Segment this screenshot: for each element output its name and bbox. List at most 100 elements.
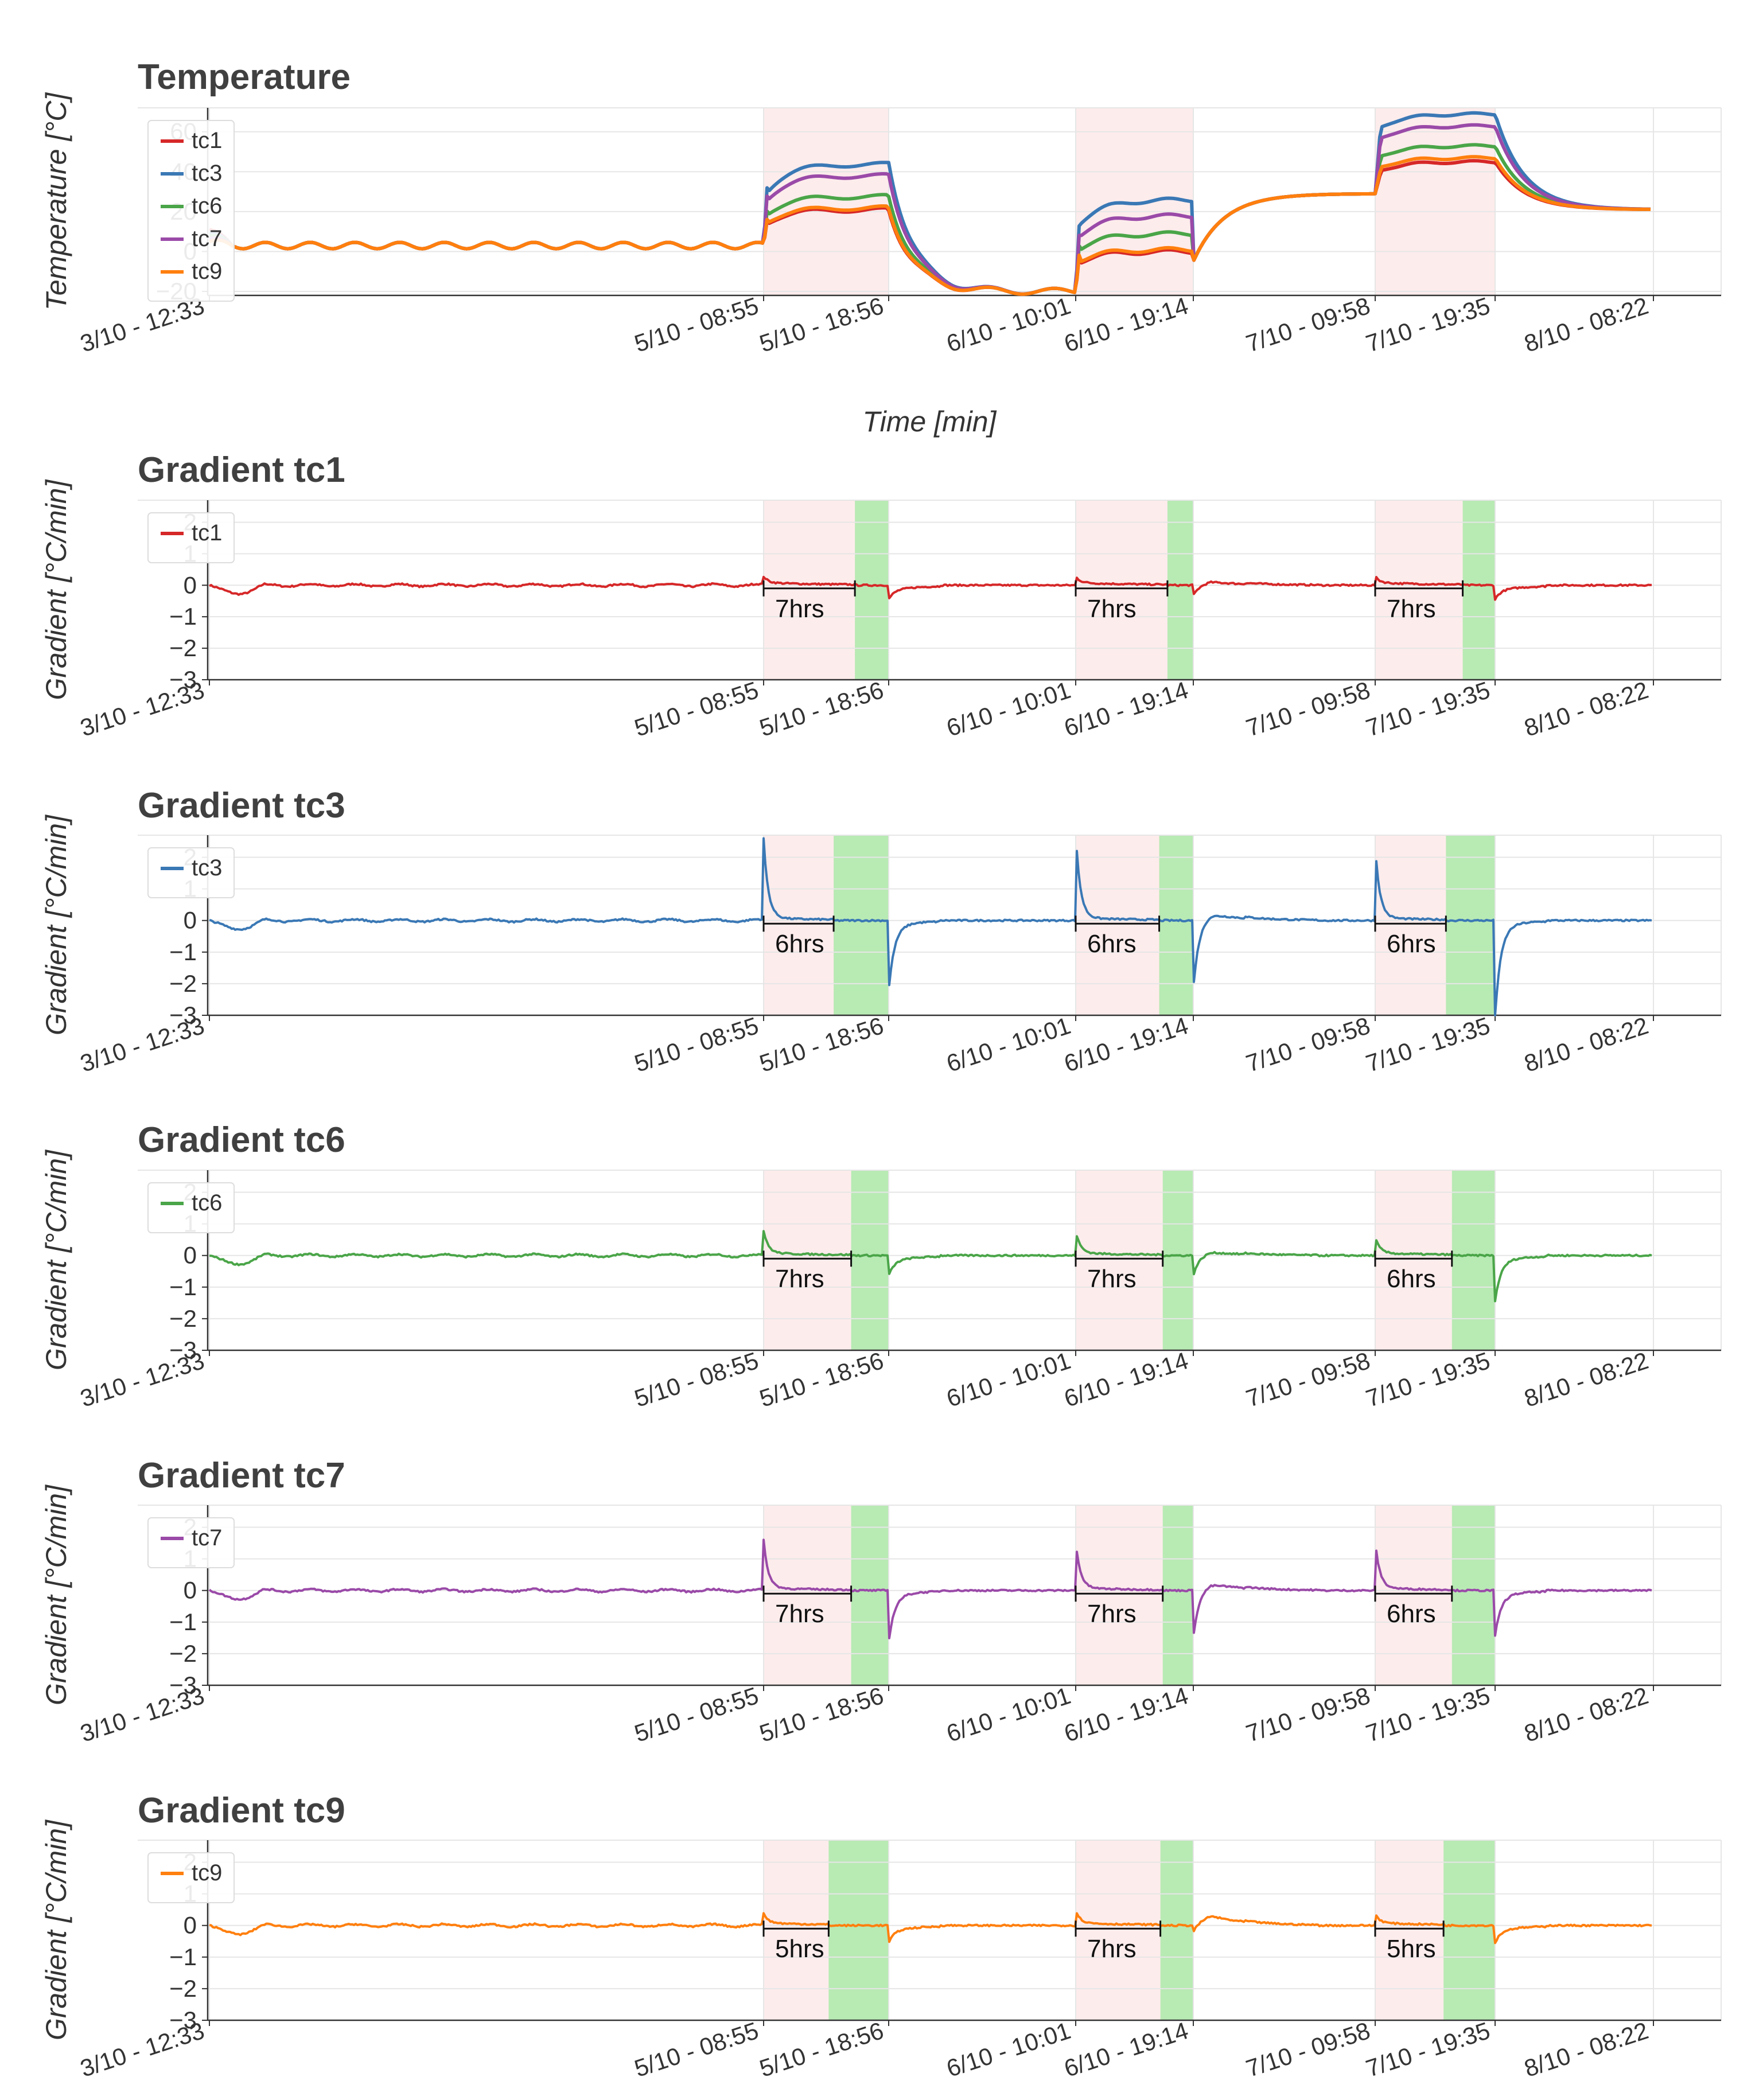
steady-region (1159, 835, 1193, 1015)
steady-region (1443, 1840, 1495, 2020)
series-line-tc1 (209, 575, 1652, 601)
panel-2: Gradient tc3−3−2−10123/10 - 12:335/10 - … (40, 786, 1722, 1077)
x-tick-label: 6/10 - 19:14 (1061, 676, 1192, 742)
y-tick-label: −1 (169, 603, 197, 630)
steady-region (828, 1840, 889, 2020)
steady-region (1167, 500, 1193, 680)
x-tick-label: 7/10 - 19:35 (1363, 676, 1493, 742)
legend-box (147, 1852, 235, 1903)
legend-label: tc1 (192, 128, 222, 153)
steady-region (1162, 1170, 1193, 1350)
x-tick-label: 7/10 - 09:58 (1243, 2017, 1373, 2082)
steady-region (1462, 500, 1495, 680)
x-tick-label: 6/10 - 10:01 (943, 676, 1074, 742)
y-tick-label: −3 (169, 1672, 197, 1698)
x-tick-label: 5/10 - 08:55 (631, 676, 762, 742)
y-tick-label: −1 (169, 938, 197, 965)
panel-title: Temperature (138, 57, 351, 97)
legend: tc3 (147, 847, 235, 898)
y-axis-label: Gradient [°C/min] (40, 1820, 72, 2040)
y-tick-label: 0 (184, 1577, 197, 1604)
series-line-tc7 (208, 1538, 1652, 1639)
duration-bracket: 7hrs (1075, 1250, 1164, 1293)
legend: tc6 (147, 1182, 235, 1233)
y-axis-label: Temperature [°C] (40, 92, 72, 311)
x-tick-label: 3/10 - 12:33 (77, 1347, 208, 1412)
panel-4: Gradient tc7−3−2−10123/10 - 12:335/10 - … (40, 1456, 1722, 1747)
x-tick-label: 3/10 - 12:33 (77, 2017, 208, 2082)
x-tick-label: 5/10 - 08:55 (631, 1012, 762, 1077)
duration-label: 6hrs (1387, 1600, 1436, 1628)
panel-title: Gradient tc3 (138, 786, 345, 825)
y-tick-label: 0 (184, 907, 197, 934)
legend-box (147, 120, 235, 302)
x-tick-label: 7/10 - 19:35 (1363, 1012, 1493, 1077)
y-tick-label: −3 (169, 1002, 197, 1028)
y-axis-label: Gradient [°C/min] (40, 1485, 72, 1705)
x-tick-label: 3/10 - 12:33 (77, 676, 208, 742)
panel-3: Gradient tc6−3−2−10123/10 - 12:335/10 - … (40, 1120, 1722, 1412)
x-tick-label: 5/10 - 18:56 (756, 1347, 887, 1412)
duration-bracket: 6hrs (1374, 1585, 1453, 1628)
legend-label: tc9 (192, 1860, 222, 1885)
panel-title: Gradient tc1 (138, 450, 345, 490)
x-tick-label: 8/10 - 08:22 (1521, 1012, 1652, 1077)
duration-bracket: 7hrs (1075, 1920, 1162, 1963)
x-tick-label: 5/10 - 18:56 (756, 2017, 887, 2082)
x-tick-label: 6/10 - 19:14 (1061, 1682, 1192, 1747)
x-tick-label: 5/10 - 08:55 (631, 1347, 762, 1412)
heating-region (1076, 108, 1193, 295)
panel-0: Temperature−2002040603/10 - 12:335/10 - … (40, 57, 1722, 438)
panel-5: Gradient tc9−3−2−10123/10 - 12:335/10 - … (40, 1791, 1722, 2082)
x-tick-label: 7/10 - 19:35 (1363, 2017, 1493, 2082)
panel-title: Gradient tc6 (138, 1120, 345, 1160)
x-tick-label: 7/10 - 19:35 (1363, 1347, 1493, 1412)
steady-region (1451, 1170, 1495, 1350)
x-tick-label: 6/10 - 19:14 (1061, 1012, 1192, 1077)
duration-bracket: 7hrs (1374, 580, 1464, 623)
x-tick-label: 6/10 - 10:01 (943, 292, 1074, 357)
x-tick-label: 6/10 - 10:01 (943, 1012, 1074, 1077)
x-tick-label: 7/10 - 09:58 (1243, 1347, 1373, 1412)
legend-label: tc1 (192, 520, 222, 546)
steady-region (1160, 1840, 1193, 2020)
heating-region (764, 108, 889, 295)
y-tick-label: −1 (169, 1943, 197, 1970)
x-tick-label: 3/10 - 12:33 (77, 1012, 208, 1077)
duration-label: 7hrs (1387, 595, 1436, 623)
steady-region (1446, 835, 1495, 1015)
panel-1: Gradient tc1−3−2−10123/10 - 12:335/10 - … (40, 450, 1722, 742)
x-tick-label: 5/10 - 18:56 (756, 1682, 887, 1747)
panel-title: Gradient tc7 (138, 1456, 345, 1495)
y-tick-label: −1 (169, 1608, 197, 1635)
x-tick-label: 5/10 - 08:55 (631, 1682, 762, 1747)
legend: tc1 tc3 tc6 tc7 tc9 (147, 120, 235, 302)
duration-label: 7hrs (1087, 1935, 1137, 1963)
duration-bracket: 6hrs (1374, 1250, 1453, 1293)
series-line-tc9 (209, 155, 1651, 296)
y-tick-label: −1 (169, 1273, 197, 1300)
legend-box (147, 1182, 235, 1233)
duration-label: 7hrs (1087, 595, 1137, 623)
legend-label: tc6 (192, 193, 222, 219)
y-tick-label: −2 (169, 970, 197, 997)
y-tick-label: 0 (184, 1912, 197, 1939)
duration-label: 6hrs (775, 930, 824, 958)
legend-label: tc9 (192, 259, 222, 284)
legend-box (147, 847, 235, 898)
legend-label: tc3 (192, 855, 222, 880)
x-tick-label: 7/10 - 09:58 (1243, 1012, 1373, 1077)
y-tick-label: −2 (169, 1305, 197, 1332)
duration-label: 7hrs (1087, 1265, 1137, 1293)
x-tick-label: 7/10 - 09:58 (1243, 1682, 1373, 1747)
duration-bracket: 7hrs (762, 1250, 853, 1293)
legend-label: tc3 (192, 161, 222, 186)
duration-bracket: 7hrs (762, 1585, 853, 1628)
x-tick-label: 5/10 - 08:55 (631, 292, 762, 357)
y-tick-label: −2 (169, 634, 197, 661)
x-tick-label: 8/10 - 08:22 (1521, 2017, 1652, 2082)
x-tick-label: 7/10 - 19:35 (1363, 1682, 1493, 1747)
heating-region (1375, 108, 1495, 295)
x-tick-label: 7/10 - 19:35 (1363, 292, 1493, 357)
